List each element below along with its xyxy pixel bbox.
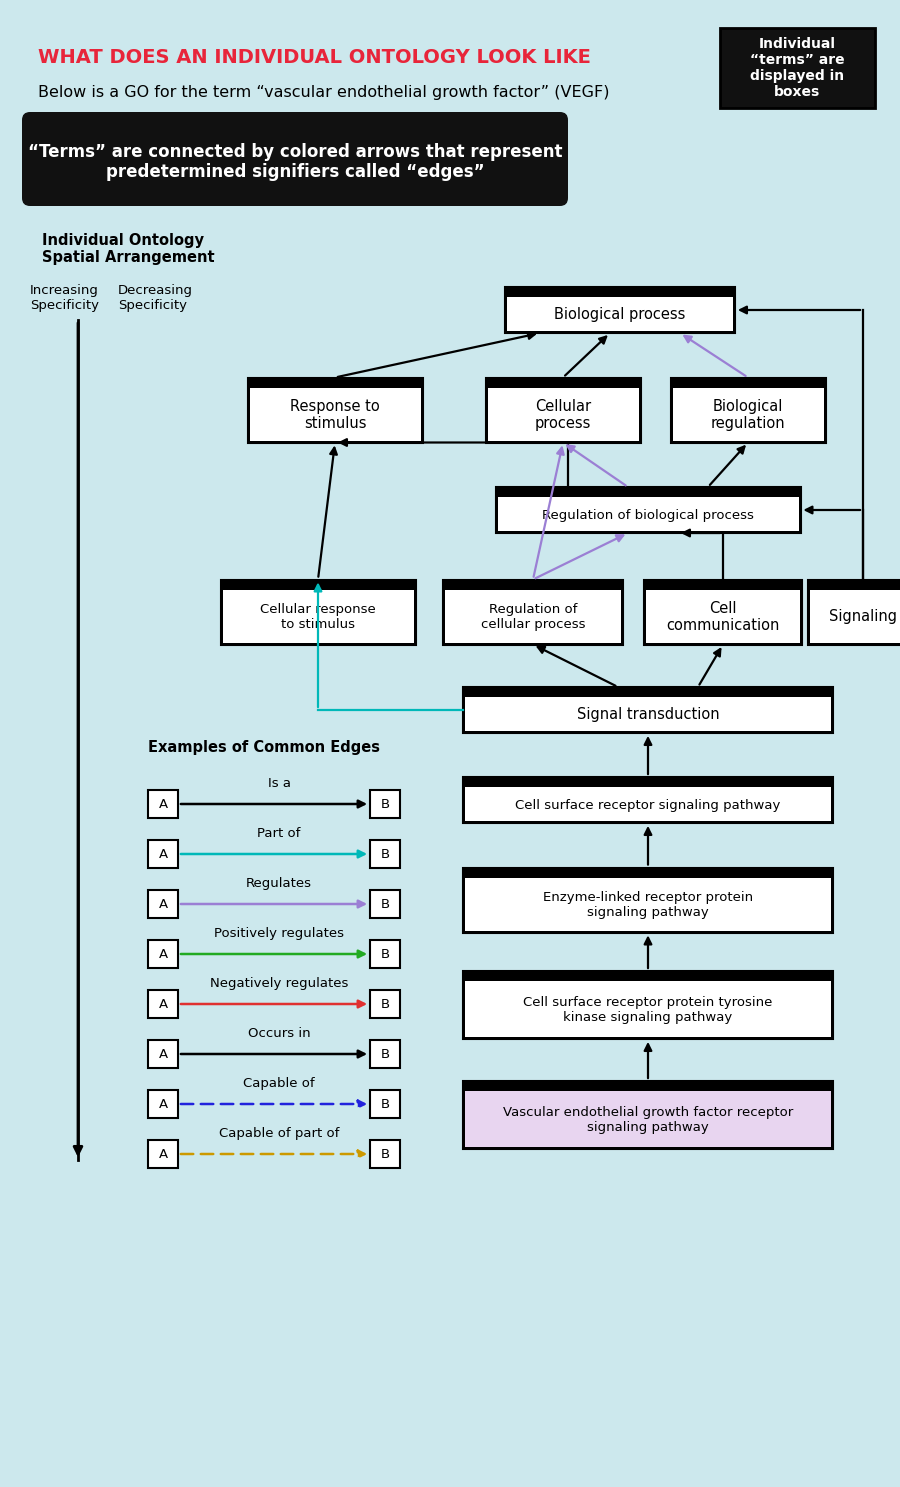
FancyBboxPatch shape — [465, 787, 831, 821]
Text: Individual
“terms” are
displayed in
boxes: Individual “terms” are displayed in boxe… — [750, 37, 844, 100]
Text: Biological process: Biological process — [554, 308, 686, 323]
FancyBboxPatch shape — [496, 488, 800, 532]
Text: Cellular response
to stimulus: Cellular response to stimulus — [260, 604, 376, 630]
Text: Signal transduction: Signal transduction — [577, 708, 719, 723]
FancyBboxPatch shape — [222, 589, 413, 642]
Text: Vascular endothelial growth factor receptor
signaling pathway: Vascular endothelial growth factor recep… — [503, 1106, 793, 1135]
Text: Positively regulates: Positively regulates — [214, 926, 344, 940]
Text: Cell
communication: Cell communication — [666, 601, 779, 633]
Text: Signaling: Signaling — [829, 610, 897, 625]
FancyBboxPatch shape — [488, 388, 638, 440]
Text: “Terms” are connected by colored arrows that represent
predetermined signifiers : “Terms” are connected by colored arrows … — [28, 143, 562, 181]
Text: A: A — [158, 797, 167, 810]
FancyBboxPatch shape — [810, 589, 900, 642]
Text: Individual Ontology
Spatial Arrangement: Individual Ontology Spatial Arrangement — [42, 233, 214, 265]
Text: A: A — [158, 947, 167, 961]
Text: Examples of Common Edges: Examples of Common Edges — [148, 741, 380, 755]
Text: Enzyme-linked receptor protein
signaling pathway: Enzyme-linked receptor protein signaling… — [543, 891, 753, 919]
FancyBboxPatch shape — [463, 971, 833, 1039]
FancyBboxPatch shape — [465, 697, 831, 732]
FancyBboxPatch shape — [646, 589, 800, 642]
FancyBboxPatch shape — [370, 1141, 400, 1167]
FancyBboxPatch shape — [370, 891, 400, 917]
FancyBboxPatch shape — [445, 589, 621, 642]
FancyBboxPatch shape — [370, 790, 400, 818]
FancyBboxPatch shape — [370, 1090, 400, 1118]
Text: Capable of part of: Capable of part of — [219, 1127, 339, 1141]
Text: B: B — [381, 797, 390, 810]
FancyBboxPatch shape — [463, 778, 833, 822]
Text: B: B — [381, 1097, 390, 1111]
Text: Decreasing
Specificity: Decreasing Specificity — [118, 284, 193, 312]
FancyBboxPatch shape — [672, 388, 824, 440]
FancyBboxPatch shape — [22, 112, 568, 207]
Text: B: B — [381, 998, 390, 1011]
FancyBboxPatch shape — [370, 840, 400, 868]
FancyBboxPatch shape — [220, 580, 416, 644]
FancyBboxPatch shape — [370, 940, 400, 968]
FancyBboxPatch shape — [443, 580, 623, 644]
Text: Biological
regulation: Biological regulation — [711, 399, 786, 431]
Text: B: B — [381, 1047, 390, 1060]
Text: Below is a GO for the term “vascular endothelial growth factor” (VEGF): Below is a GO for the term “vascular end… — [38, 85, 609, 100]
Text: Regulation of biological process: Regulation of biological process — [542, 509, 754, 522]
Text: Increasing
Specificity: Increasing Specificity — [30, 284, 99, 312]
Text: A: A — [158, 1148, 167, 1160]
FancyBboxPatch shape — [249, 388, 420, 440]
FancyBboxPatch shape — [465, 877, 831, 931]
FancyBboxPatch shape — [148, 1039, 178, 1068]
FancyBboxPatch shape — [465, 1091, 831, 1146]
Text: Is a: Is a — [267, 778, 291, 790]
Text: A: A — [158, 1097, 167, 1111]
FancyBboxPatch shape — [463, 867, 833, 932]
Text: B: B — [381, 947, 390, 961]
Text: A: A — [158, 998, 167, 1011]
Text: A: A — [158, 848, 167, 861]
FancyBboxPatch shape — [248, 378, 422, 443]
Text: Response to
stimulus: Response to stimulus — [290, 399, 380, 431]
Text: Occurs in: Occurs in — [248, 1028, 310, 1039]
FancyBboxPatch shape — [370, 990, 400, 1019]
Text: WHAT DOES AN INDIVIDUAL ONTOLOGY LOOK LIKE: WHAT DOES AN INDIVIDUAL ONTOLOGY LOOK LI… — [38, 48, 591, 67]
FancyBboxPatch shape — [148, 990, 178, 1019]
Text: B: B — [381, 848, 390, 861]
FancyBboxPatch shape — [505, 287, 735, 333]
FancyBboxPatch shape — [644, 580, 802, 644]
FancyBboxPatch shape — [148, 1141, 178, 1167]
Text: Capable of: Capable of — [243, 1077, 315, 1090]
FancyBboxPatch shape — [148, 940, 178, 968]
FancyBboxPatch shape — [148, 840, 178, 868]
FancyBboxPatch shape — [463, 1081, 833, 1149]
FancyBboxPatch shape — [507, 297, 733, 332]
FancyBboxPatch shape — [370, 1039, 400, 1068]
Text: Cell surface receptor protein tyrosine
kinase signaling pathway: Cell surface receptor protein tyrosine k… — [523, 996, 773, 1025]
FancyBboxPatch shape — [465, 981, 831, 1036]
Text: Negatively regulates: Negatively regulates — [210, 977, 348, 990]
FancyBboxPatch shape — [148, 1090, 178, 1118]
Text: Cell surface receptor signaling pathway: Cell surface receptor signaling pathway — [516, 799, 780, 812]
FancyBboxPatch shape — [720, 28, 875, 109]
FancyBboxPatch shape — [670, 378, 825, 443]
Text: A: A — [158, 1047, 167, 1060]
FancyBboxPatch shape — [148, 790, 178, 818]
Text: Part of: Part of — [257, 827, 301, 840]
Text: Regulates: Regulates — [246, 877, 312, 891]
FancyBboxPatch shape — [808, 580, 900, 644]
FancyBboxPatch shape — [498, 497, 798, 531]
Text: B: B — [381, 1148, 390, 1160]
Text: Regulation of
cellular process: Regulation of cellular process — [481, 604, 585, 630]
Text: Cellular
process: Cellular process — [535, 399, 591, 431]
FancyBboxPatch shape — [463, 687, 833, 733]
FancyBboxPatch shape — [148, 891, 178, 917]
Text: A: A — [158, 898, 167, 910]
FancyBboxPatch shape — [485, 378, 641, 443]
Text: B: B — [381, 898, 390, 910]
